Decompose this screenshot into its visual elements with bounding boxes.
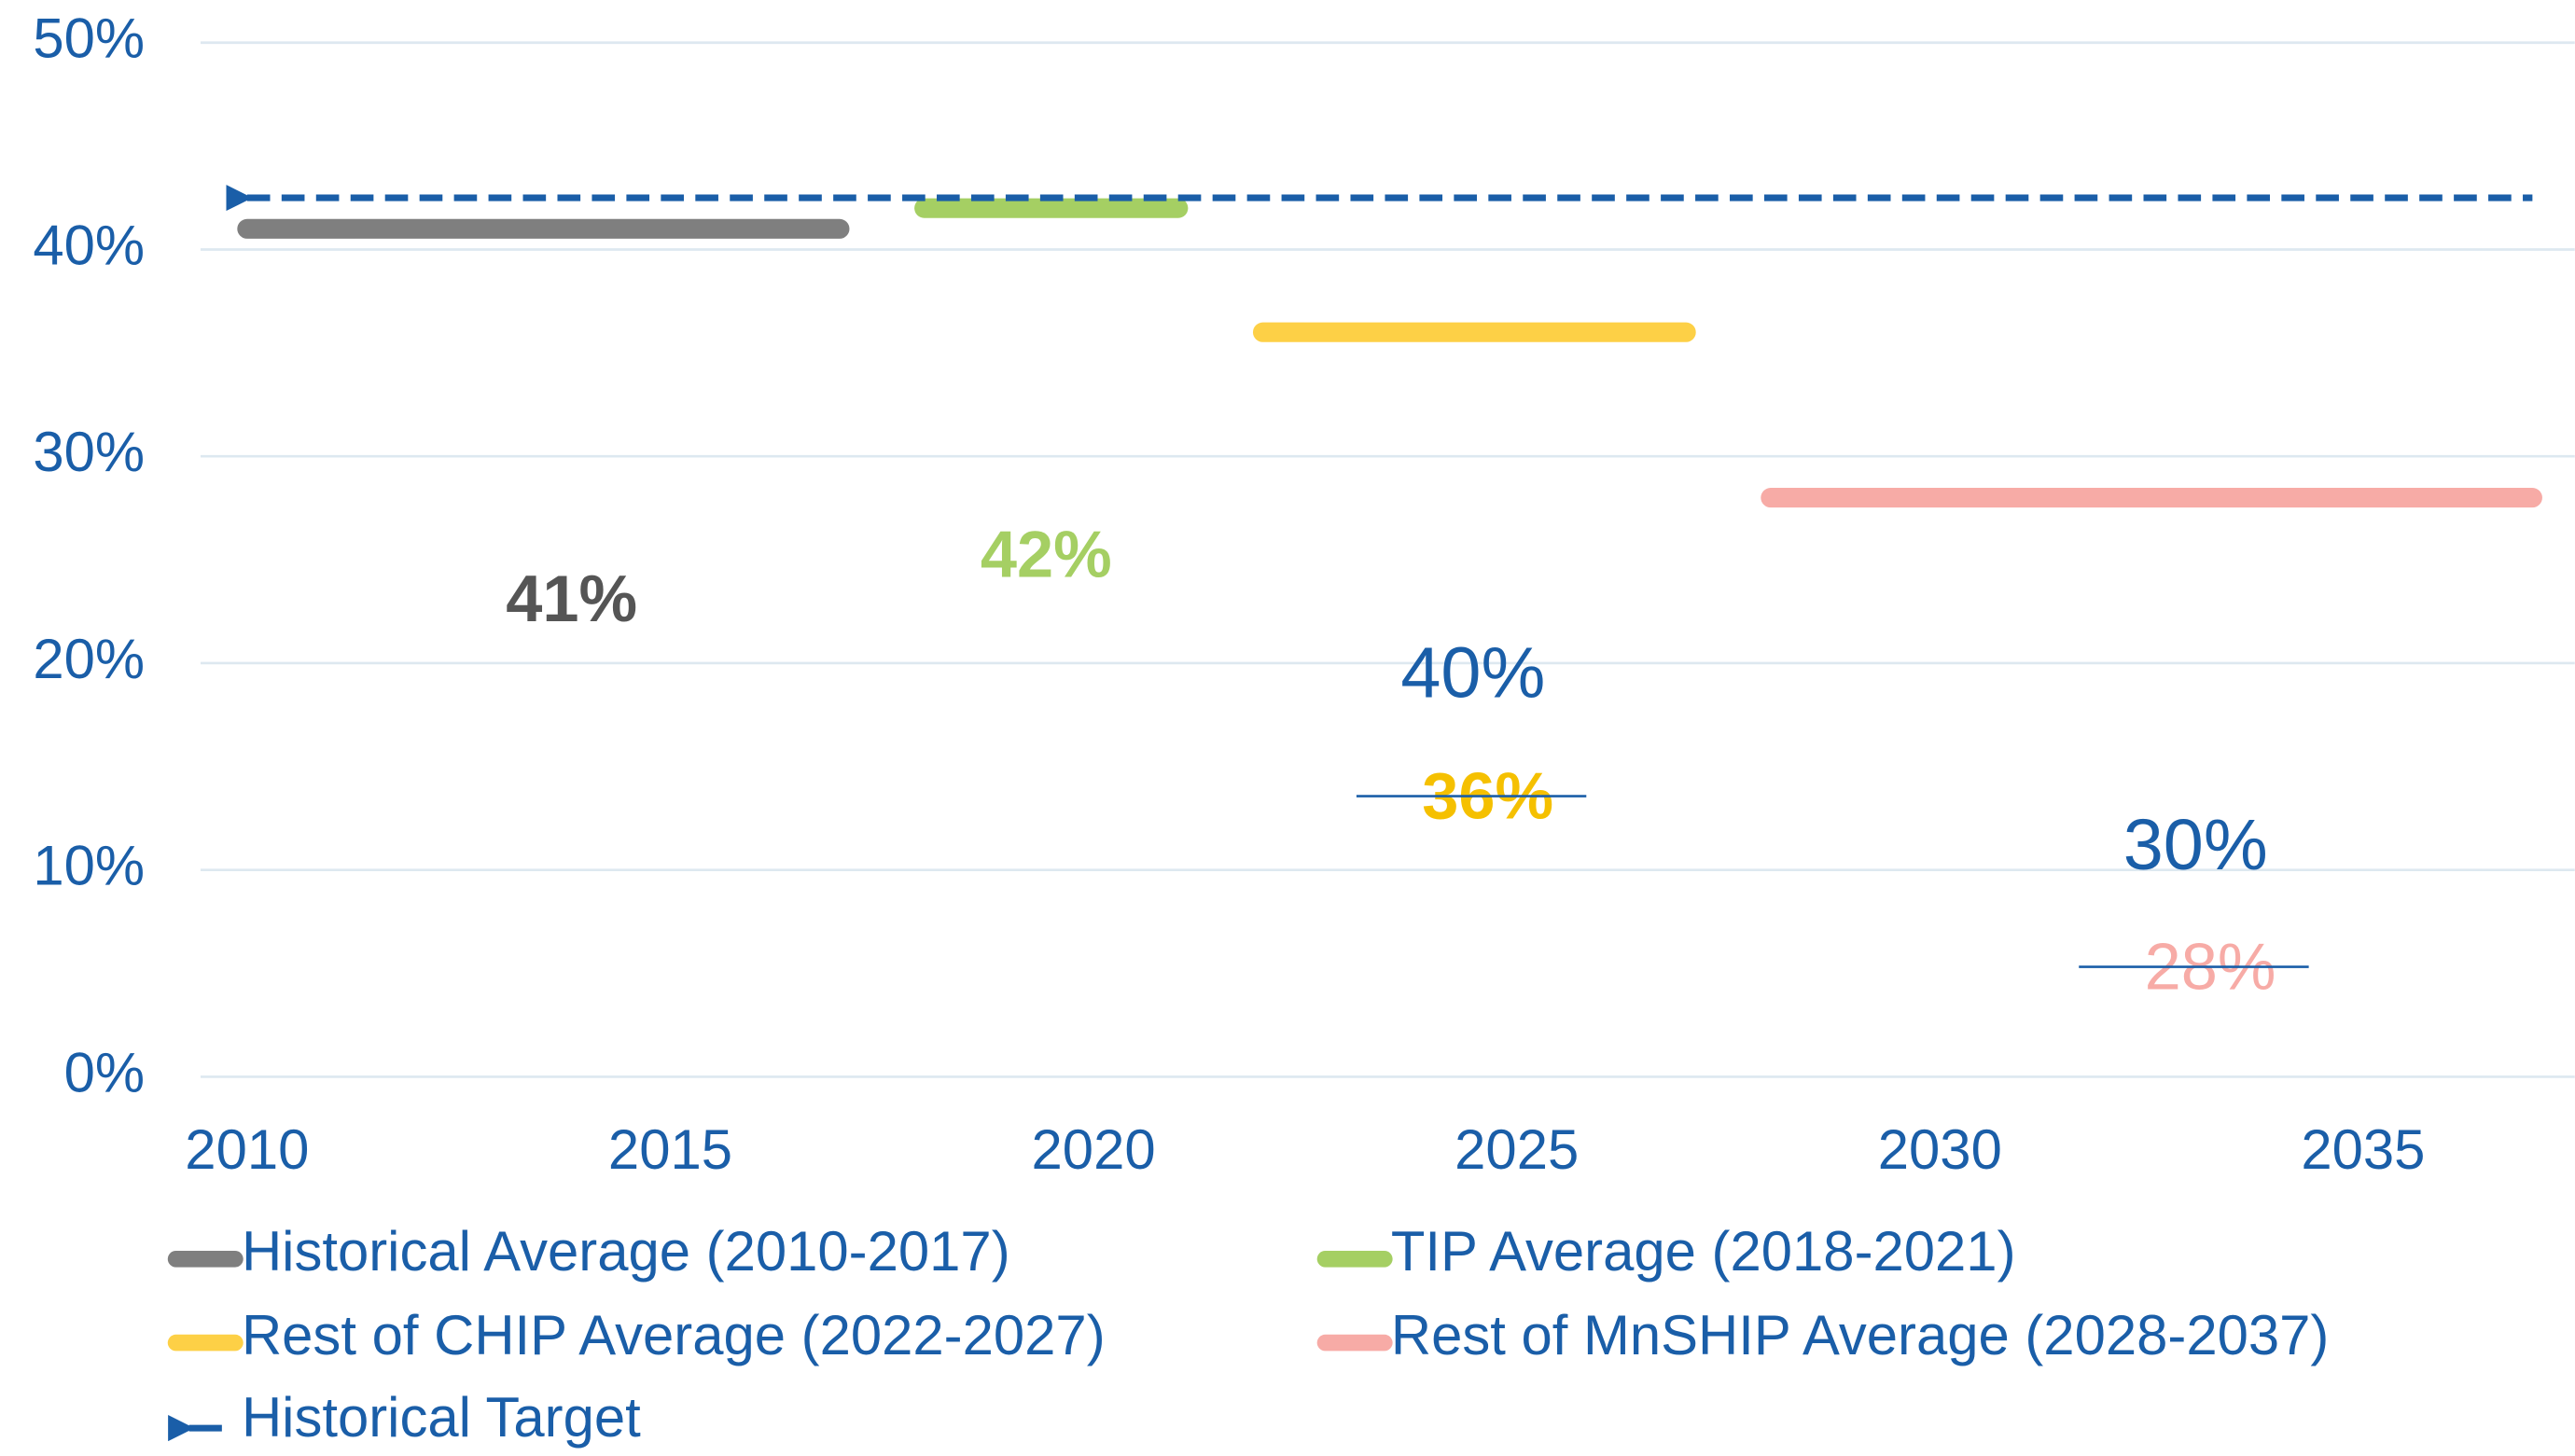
x-tick-label: 2030: [1878, 1118, 2002, 1181]
y-tick-label: 30%: [33, 421, 145, 483]
x-tick-label: 2015: [608, 1118, 732, 1181]
y-tick-label: 10%: [33, 835, 145, 897]
data-label: 42%: [981, 518, 1112, 591]
legend-label: TIP Average (2018-2021): [1391, 1220, 2016, 1283]
legend-label: Rest of CHIP Average (2022-2027): [242, 1304, 1106, 1366]
data-label: 41%: [506, 562, 637, 635]
annotation: 30%: [2123, 805, 2268, 885]
legend-label: Rest of MnSHIP Average (2028-2037): [1391, 1304, 2329, 1366]
legend-label: Historical Target: [242, 1386, 641, 1449]
x-tick-label: 2020: [1032, 1118, 1156, 1181]
y-tick-label: 0%: [64, 1041, 145, 1103]
y-tick-label: 50%: [33, 7, 145, 70]
x-tick-label: 2035: [2301, 1118, 2425, 1181]
x-tick-label: 2010: [185, 1118, 309, 1181]
legend-label: Historical Average (2010-2017): [242, 1220, 1010, 1283]
y-tick-label: 20%: [33, 628, 145, 690]
y-tick-label: 40%: [33, 214, 145, 276]
x-tick-label: 2025: [1455, 1118, 1579, 1181]
annotation: 40%: [1400, 632, 1545, 713]
